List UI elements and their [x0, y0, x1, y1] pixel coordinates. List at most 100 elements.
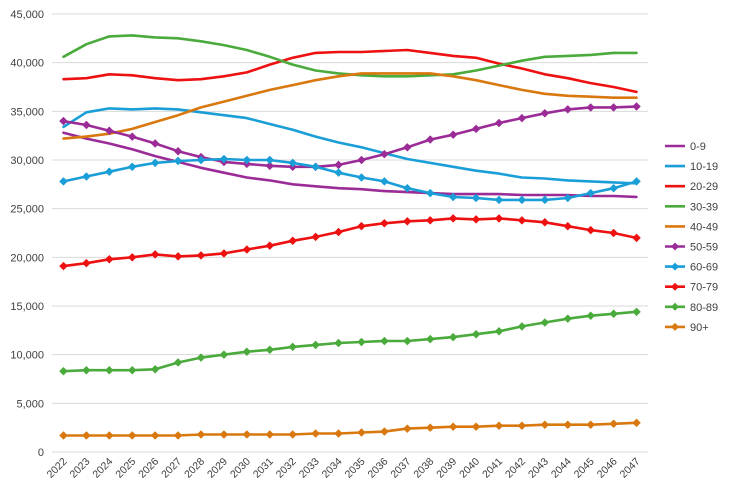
- data-point: [609, 228, 618, 238]
- data-point: [150, 139, 160, 148]
- data-point: [104, 254, 114, 264]
- data-point: [334, 160, 343, 170]
- x-tick-label: 2043: [526, 456, 551, 481]
- data-point: [82, 172, 91, 181]
- data-point: [494, 195, 504, 205]
- data-point: [609, 103, 618, 112]
- series-line: [62, 105, 638, 169]
- data-point: [357, 337, 366, 347]
- data-point: [563, 193, 573, 203]
- x-tick-label: 2042: [503, 456, 528, 481]
- data-point: [402, 424, 412, 433]
- data-point: [150, 364, 160, 374]
- data-point: [265, 161, 275, 171]
- data-point: [402, 142, 412, 152]
- data-point: [127, 162, 137, 172]
- data-point: [150, 158, 160, 168]
- legend-marker: [671, 262, 679, 271]
- data-point: [242, 430, 252, 439]
- data-point: [448, 332, 458, 342]
- y-tick-label: 45,000: [10, 9, 44, 21]
- data-point: [265, 345, 275, 355]
- data-point: [402, 183, 412, 193]
- data-point: [540, 217, 550, 227]
- x-tick-label: 2024: [90, 456, 115, 481]
- data-point: [609, 183, 618, 193]
- data-point: [632, 102, 641, 111]
- y-tick-label: 30,000: [10, 155, 44, 167]
- legend-item: 70-79: [665, 282, 718, 294]
- data-point: [540, 318, 550, 327]
- x-tick-label: 2025: [113, 456, 138, 481]
- data-point: [425, 423, 435, 433]
- data-point: [288, 236, 298, 246]
- data-point: [173, 358, 183, 367]
- y-tick-label: 0: [38, 447, 44, 459]
- x-tick-label: 2040: [457, 456, 482, 481]
- data-point: [334, 227, 343, 237]
- data-point: [82, 365, 91, 375]
- x-tick-label: 2041: [480, 456, 505, 481]
- data-point: [402, 216, 412, 226]
- y-tick-label: 40,000: [10, 58, 44, 70]
- series-80-89: [59, 307, 641, 376]
- legend-item: 0-9: [665, 141, 706, 153]
- data-point: [173, 252, 183, 261]
- data-point: [402, 336, 412, 346]
- data-point: [517, 421, 527, 431]
- x-tick-label: 2023: [68, 456, 93, 481]
- data-point: [311, 162, 320, 172]
- x-tick-label: 2030: [228, 456, 253, 481]
- data-point: [196, 251, 206, 260]
- data-point: [173, 156, 183, 166]
- legend-item: 30-39: [665, 201, 718, 213]
- x-tick-label: 2032: [274, 456, 299, 481]
- legend: 0-9 10-19 20-29 30-39 40-49 50-59 60-69 70-79 80…: [665, 141, 718, 334]
- data-point: [563, 221, 573, 231]
- data-point: [471, 422, 481, 432]
- legend-label: 0-9: [690, 141, 706, 153]
- data-point: [150, 250, 160, 259]
- data-point: [540, 420, 550, 430]
- data-point: [59, 366, 68, 376]
- series-90+: [59, 418, 641, 440]
- legend-item: 10-19: [665, 161, 718, 173]
- data-point: [104, 167, 114, 177]
- x-tick-label: 2039: [434, 456, 459, 481]
- data-point: [357, 155, 366, 165]
- data-point: [632, 177, 641, 186]
- legend-label: 10-19: [690, 161, 718, 173]
- data-point: [448, 192, 458, 202]
- data-point: [242, 245, 252, 254]
- y-tick-label: 15,000: [10, 301, 44, 313]
- data-point: [219, 154, 229, 164]
- data-point: [242, 155, 252, 165]
- series-lines: [59, 34, 641, 440]
- data-point: [311, 429, 320, 438]
- x-tick-label: 2027: [159, 456, 184, 481]
- data-point: [586, 311, 596, 321]
- data-point: [471, 215, 481, 224]
- data-point: [586, 188, 596, 198]
- legend-label: 90+: [690, 322, 709, 334]
- data-point: [265, 430, 275, 439]
- legend-label: 40-49: [690, 221, 718, 233]
- x-tick-label: 2047: [618, 456, 643, 481]
- data-point: [59, 261, 68, 271]
- x-tick-label: 2029: [205, 456, 230, 481]
- series-0-9: [62, 131, 638, 199]
- data-point: [82, 120, 91, 130]
- data-point: [425, 215, 435, 225]
- data-point: [471, 124, 481, 134]
- legend-label: 70-79: [690, 282, 718, 294]
- x-tick-label: 2037: [388, 456, 413, 481]
- data-point: [288, 342, 298, 352]
- data-point: [311, 232, 320, 242]
- legend-item: 40-49: [665, 221, 718, 233]
- x-tick-label: 2045: [572, 456, 597, 481]
- data-point: [609, 419, 618, 429]
- data-point: [380, 336, 389, 346]
- data-point: [242, 347, 252, 357]
- data-point: [380, 177, 389, 186]
- data-point: [219, 249, 229, 258]
